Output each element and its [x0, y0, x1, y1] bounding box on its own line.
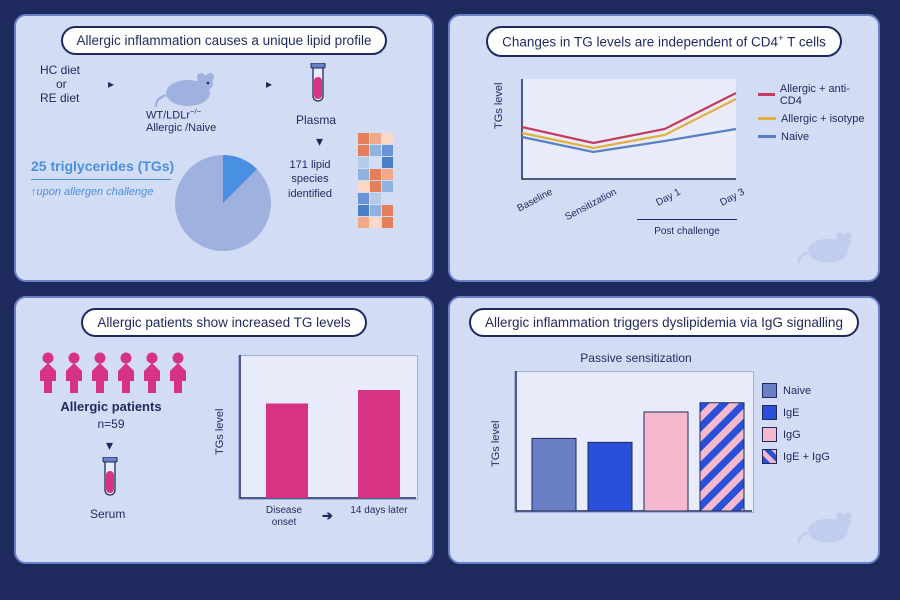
chart-c-x2: 14 days later [344, 505, 414, 517]
diet-or: or [56, 77, 67, 91]
arrow-icon: ▸ [108, 77, 114, 91]
down-arrow-icon: ▾ [106, 437, 113, 454]
mouse-silhouette-icon [796, 508, 860, 551]
tg-line [31, 179, 171, 180]
tg-note: ↑upon allergen challenge [31, 186, 153, 198]
diet-hc: HC diet [40, 63, 80, 77]
tg-count-label: 25 triglycerides (TGs) [31, 158, 174, 174]
down-arrow-icon: ▾ [316, 133, 323, 150]
panel-patients: Allergic patients show increased TG leve… [14, 296, 434, 564]
panel-cd4: Changes in TG levels are independent of … [448, 14, 880, 282]
legend-d: NaiveIgEIgGIgE + IgG [762, 383, 830, 471]
plasma-label: Plasma [296, 113, 336, 127]
people-icons [36, 351, 190, 400]
legend-b: Allergic + anti-CD4Allergic + isotypeNai… [758, 83, 866, 149]
chart-c-x1: Disease onset [254, 505, 314, 529]
panel-b-title: Changes in TG levels are independent of … [486, 26, 842, 57]
post-challenge-label: Post challenge [652, 226, 722, 237]
serum-label: Serum [90, 507, 125, 521]
pie-chart [168, 148, 278, 263]
chart-c-ylabel: TGs level [214, 409, 226, 455]
panel-d-title: Allergic inflammation triggers dyslipide… [469, 308, 859, 337]
line-chart: TGs level BaselineSensitizationDay 1Day … [490, 71, 750, 201]
serum-tube-icon [100, 457, 120, 510]
chart-d-ylabel: TGs level [490, 421, 502, 467]
lipid-species-label: 171 lipid species identified [288, 158, 332, 201]
mouse-label: WT/LDLr−/− Allergic /Naive [146, 107, 216, 134]
panel-c-title: Allergic patients show increased TG leve… [81, 308, 366, 337]
post-challenge-line [637, 219, 737, 220]
panel-igg: Allergic inflammation triggers dyslipide… [448, 296, 880, 564]
allergic-patients-label: Allergic patients [36, 399, 186, 414]
arrow-icon: ▸ [266, 77, 272, 91]
heatmap-icon [358, 133, 398, 258]
chart-c-arrow-icon: ➔ [322, 508, 333, 524]
panel-a-title: Allergic inflammation causes a unique li… [61, 26, 388, 55]
n-label: n=59 [36, 417, 186, 431]
mouse-silhouette-icon [796, 228, 860, 271]
chart-d-title: Passive sensitization [536, 351, 736, 365]
panel-lipid-profile: Allergic inflammation causes a unique li… [14, 14, 434, 282]
plasma-tube-icon [308, 63, 328, 116]
diet-re: RE diet [40, 91, 79, 105]
chart-b-xlabels: BaselineSensitizationDay 1Day 3 [492, 186, 744, 197]
